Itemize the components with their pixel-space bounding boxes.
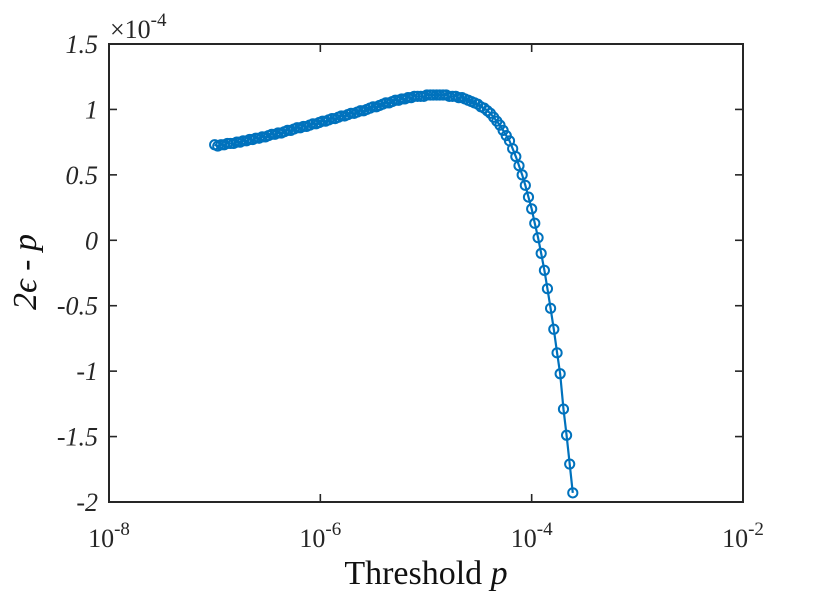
x-tick-label-1: 10-6 (299, 519, 341, 553)
x-axis-title-text: Threshold (344, 555, 490, 592)
y-tick-label-1: 1 (85, 95, 98, 124)
data-point-105 (541, 283, 554, 295)
y-multiplier: ×10-4 (110, 10, 167, 44)
x-tick-label-exponent: -8 (114, 519, 130, 540)
data-point-113 (567, 487, 579, 499)
data-point-106 (544, 302, 557, 314)
y-tick-label-3: 0 (85, 226, 98, 255)
data-point-112 (564, 458, 576, 470)
data-point-111 (560, 429, 573, 441)
data-point-40 (335, 110, 347, 122)
x-tick-label-base: 10 (511, 524, 537, 553)
y-tick-labels: 1.5 1 0.5 0 -0.5 -1 -1.5 -2 (57, 30, 98, 517)
x-tick-label-0: 10-8 (88, 519, 130, 553)
y-tick-label-6: -1.5 (57, 423, 98, 452)
y-axis-title: 2ϵ - p (7, 234, 44, 310)
x-tick-label-exponent: -2 (748, 519, 764, 540)
axes-frame (108, 43, 744, 503)
y-tick-label-0: 1.5 (66, 30, 99, 59)
x-tick-label-3: 10-2 (722, 519, 764, 553)
x-tick-label-base: 10 (722, 524, 748, 553)
y-tick-label-5: -1 (76, 357, 98, 386)
y-multiplier-base: ×10 (110, 15, 151, 44)
y-tick-label-7: -2 (76, 488, 98, 517)
data-point-108 (551, 347, 563, 359)
data-point-101 (529, 217, 541, 229)
data-point-109 (554, 368, 566, 380)
data-point-107 (548, 323, 560, 335)
data-point-97 (516, 169, 528, 181)
data-point-104 (538, 264, 551, 276)
data-point-102 (532, 232, 544, 244)
x-tick-label-base: 10 (299, 524, 325, 553)
x-axis-title-var: p (489, 555, 508, 592)
x-axis-title: Threshold p (344, 555, 507, 592)
y-tick-label-2: 0.5 (66, 161, 99, 190)
data-point-103 (535, 247, 547, 259)
x-tick-label-base: 10 (88, 524, 114, 553)
x-tick-label-exponent: -4 (537, 519, 553, 540)
data-point-98 (519, 179, 531, 191)
x-tick-label-2: 10-4 (511, 519, 553, 553)
plot-area (109, 44, 743, 502)
data-point-100 (526, 203, 538, 215)
data-point-110 (557, 403, 570, 415)
data-point-99 (522, 191, 535, 203)
x-tick-labels: 10-8 10-6 10-4 10-2 (88, 519, 764, 553)
data-point-86 (481, 105, 493, 117)
x-tick-label-exponent: -6 (325, 519, 341, 540)
y-tick-label-4: -0.5 (57, 292, 98, 321)
series-group (209, 89, 579, 499)
y-multiplier-exponent: -4 (151, 10, 167, 31)
